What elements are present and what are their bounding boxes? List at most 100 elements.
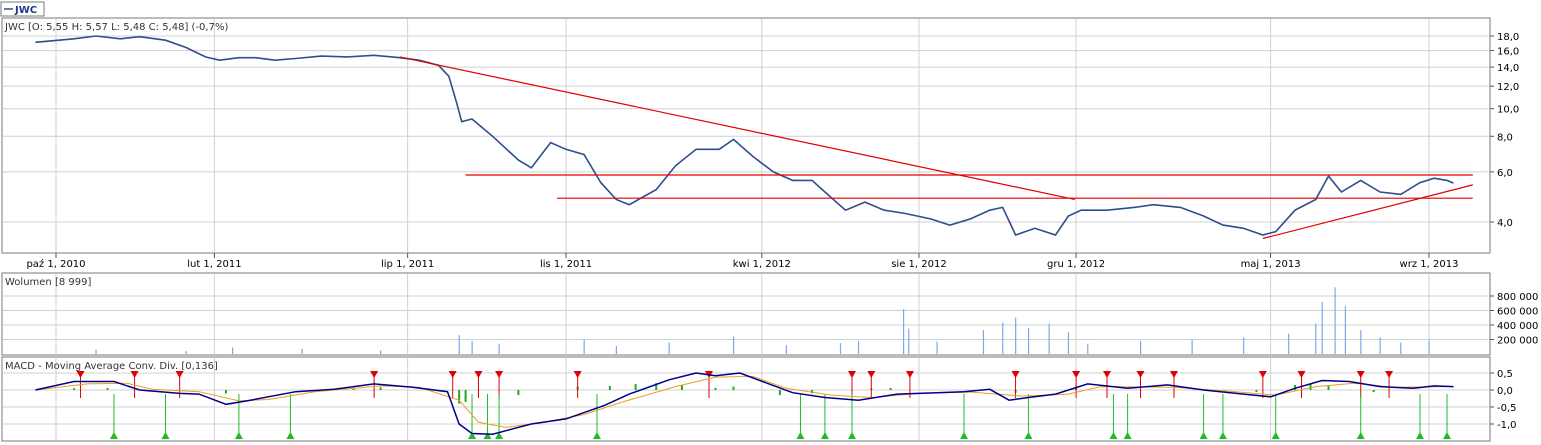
trendline	[399, 56, 1075, 201]
macd-y-tick-label: -0,5	[1497, 403, 1517, 414]
sell-signal-marker	[867, 371, 876, 378]
x-tick-label: kwi 1, 2012	[733, 259, 791, 270]
volume-bar	[498, 343, 500, 354]
buy-signal-marker	[1271, 432, 1280, 439]
volume-bar	[185, 351, 187, 354]
histogram-bar	[1327, 385, 1330, 390]
buy-signal-marker	[1218, 432, 1227, 439]
histogram-bar	[608, 385, 611, 390]
sell-signal-marker	[1385, 371, 1394, 378]
symbol-tab-label: JWC	[14, 5, 37, 16]
sell-signal-marker	[1356, 371, 1365, 378]
buy-signal-marker	[847, 432, 856, 439]
buy-signal-marker	[1024, 432, 1033, 439]
price-y-tick-labels: 18,0 16,0 14,0 12,0 10,0 8,0 6,0 4,0	[1490, 32, 1519, 229]
volume-bar	[1139, 340, 1142, 354]
sell-signal-marker	[1011, 371, 1020, 378]
volume-bar	[1321, 301, 1323, 354]
volume-bar	[1428, 340, 1430, 354]
volume-panel-frame	[1, 272, 1491, 356]
macd-panel-header: MACD - Moving Average Conv. Div. [0,136]	[5, 361, 218, 372]
volume-bar	[1334, 287, 1336, 354]
buy-signal-marker	[483, 432, 492, 439]
macd-y-tick-label: -1,0	[1497, 420, 1517, 431]
histogram-bar	[106, 387, 109, 390]
sell-signal-marker	[448, 371, 457, 378]
volume-bar	[95, 349, 97, 354]
volume-bars	[95, 287, 1430, 354]
volume-bar	[1067, 332, 1070, 354]
x-tick-label: sie 1, 2012	[891, 259, 947, 270]
buy-signal-marker	[1199, 432, 1208, 439]
price-line	[35, 35, 1454, 236]
volume-bar	[1191, 339, 1193, 354]
volume-bar	[1015, 317, 1017, 354]
symbol-tab[interactable]: JWC	[0, 1, 45, 17]
macd-y-tick-label: 0,5	[1497, 369, 1513, 380]
volume-bar	[583, 339, 585, 354]
x-tick-label: gru 1, 2012	[1047, 259, 1105, 270]
histogram-bar	[778, 390, 781, 396]
sell-signal-marker	[495, 371, 504, 378]
price-panel-frame	[1, 17, 1491, 254]
macd-y-tick-label: 0,0	[1497, 386, 1513, 397]
volume-y-tick-label: 800 000	[1497, 292, 1538, 303]
price-x-tick-labels: paź 1, 2010 lut 1, 2011 lip 1, 2011 lis 1, …	[26, 253, 1458, 270]
price-y-tick-label: 14,0	[1497, 63, 1519, 74]
volume-bar	[1027, 327, 1030, 354]
x-tick-label: lis 1, 2011	[540, 259, 592, 270]
macd-signal-markers	[76, 371, 1452, 439]
volume-bar	[471, 340, 473, 354]
volume-panel-header: Wolumen [8 999]	[5, 277, 91, 288]
volume-bar	[301, 348, 303, 354]
macd-y-tick-labels: 0,5 0,0 -0,5 -1,0	[1490, 369, 1517, 431]
volume-bar	[1315, 323, 1317, 354]
buy-signal-marker	[1443, 432, 1452, 439]
volume-y-tick-label: 600 000	[1497, 307, 1538, 318]
price-y-tick-label: 18,0	[1497, 32, 1519, 43]
x-tick-label: paź 1, 2010	[26, 258, 85, 270]
histogram-bar	[225, 390, 228, 394]
volume-bar	[231, 347, 234, 354]
macd-histogram	[73, 383, 1375, 404]
buy-signal-marker	[1415, 432, 1424, 439]
volume-bar	[1087, 343, 1089, 354]
price-y-tick-label: 4,0	[1497, 218, 1513, 229]
volume-bar	[1288, 333, 1290, 354]
volume-bar	[857, 340, 860, 354]
histogram-bar	[517, 390, 520, 396]
buy-signal-marker	[820, 432, 829, 439]
sell-signal-marker	[1258, 371, 1267, 378]
histogram-bar	[1255, 390, 1258, 393]
volume-bar	[668, 342, 670, 354]
histogram-bar	[680, 384, 683, 390]
histogram-bar	[1309, 383, 1312, 390]
trendlines	[399, 56, 1473, 240]
histogram-bar	[714, 387, 717, 390]
buy-signal-marker	[1123, 432, 1132, 439]
volume-bar	[1002, 322, 1004, 354]
price-y-tick-label: 12,0	[1497, 82, 1519, 93]
buy-signal-marker	[495, 432, 504, 439]
histogram-bar	[464, 390, 467, 402]
histogram-bar	[655, 383, 658, 390]
histogram-bar	[1294, 384, 1297, 390]
volume-bar	[982, 330, 985, 354]
volume-bar	[380, 350, 382, 354]
sell-signal-marker	[573, 371, 582, 378]
trendline	[1262, 184, 1473, 240]
buy-signal-marker	[960, 432, 969, 439]
volume-y-tick-label: 200 000	[1497, 336, 1538, 347]
sell-signal-marker	[1072, 371, 1081, 378]
volume-y-tick-labels: 800 000 600 000 400 000 200 000	[1490, 292, 1538, 347]
sell-signal-marker	[1169, 371, 1178, 378]
volume-bar	[1360, 330, 1362, 354]
price-y-tick-label: 16,0	[1497, 47, 1519, 58]
chart-grid	[3, 19, 1489, 440]
macd-panel-frame	[1, 356, 1491, 442]
volume-bar	[902, 309, 905, 354]
volume-bar	[1048, 323, 1050, 354]
price-y-tick-label: 6,0	[1497, 168, 1513, 179]
buy-signal-marker	[468, 432, 477, 439]
volume-bar	[1344, 306, 1346, 354]
